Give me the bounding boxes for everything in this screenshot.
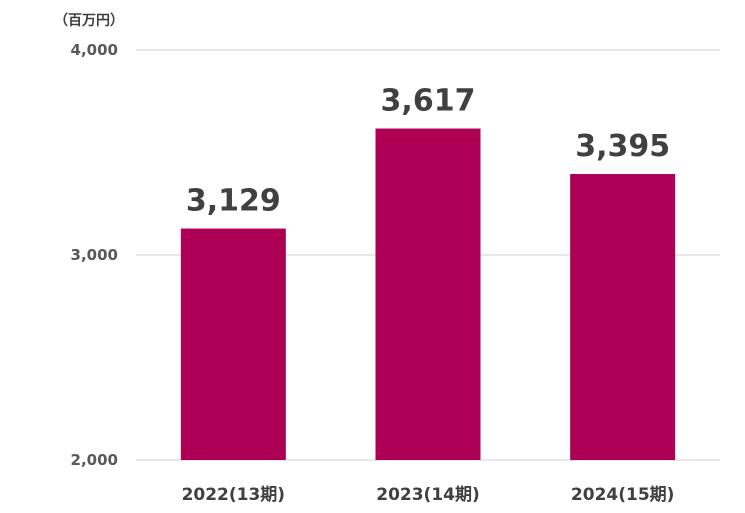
- data-label: 3,395: [575, 129, 670, 164]
- bar: [180, 228, 286, 460]
- x-tick-label: 2022(13期): [182, 485, 286, 505]
- x-tick-label: 2024(15期): [571, 485, 675, 505]
- unit-label: （百万円）: [54, 13, 124, 29]
- y-tick-label: 4,000: [71, 41, 118, 59]
- data-label: 3,129: [186, 184, 281, 219]
- bar: [375, 128, 481, 460]
- data-label: 3,617: [381, 84, 476, 119]
- bar: [570, 174, 676, 460]
- x-tick-label: 2023(14期): [376, 485, 480, 505]
- y-tick-label: 3,000: [71, 246, 118, 264]
- y-tick-label: 2,000: [71, 451, 118, 469]
